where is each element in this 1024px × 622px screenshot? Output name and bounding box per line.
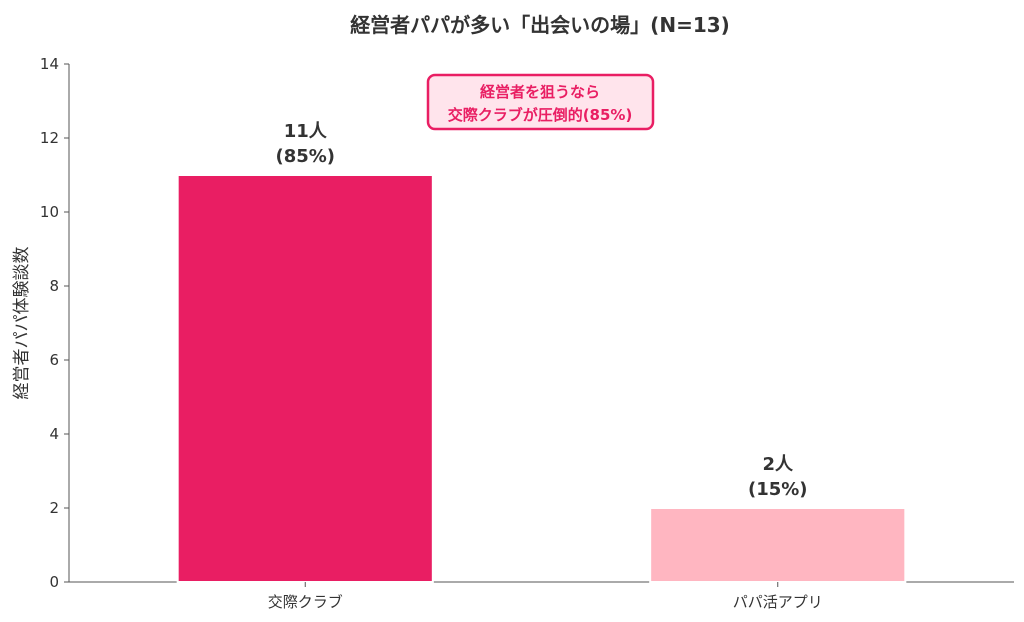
bar-percent-label: (15%) (748, 479, 808, 500)
y-tick-label: 14 (40, 55, 59, 73)
y-tick-label: 0 (49, 573, 59, 591)
data-labels: 11人 (85%) 2人 (15%) (275, 121, 807, 500)
annotation-line-2: 交際クラブが圧倒的(85%) (448, 106, 633, 124)
annotation-line-1: 経営者を狙うなら (480, 83, 600, 101)
x-ticks: 交際クラブ パパ活アプリ (268, 582, 823, 611)
y-axis-label: 経営者パパ体験談数 (12, 247, 32, 400)
y-tick-label: 4 (49, 425, 59, 443)
bar-2 (649, 507, 907, 583)
y-ticks: 0 2 4 6 8 10 12 14 (40, 55, 69, 591)
y-tick-label: 6 (49, 351, 59, 369)
chart-title: 経営者パパが多い「出会いの場」(N=13) (350, 13, 730, 37)
annotation-background (426, 73, 655, 131)
y-tick-label: 12 (40, 129, 59, 147)
bar-count-label: 2人 (762, 454, 794, 475)
bar-1 (176, 174, 434, 583)
bars (176, 174, 907, 583)
x-category-label: 交際クラブ (268, 593, 343, 611)
x-category-label: パパ活アプリ (733, 593, 823, 611)
bar-percent-label: (85%) (275, 146, 335, 167)
y-tick-label: 10 (40, 203, 59, 221)
annotation-box: 経営者を狙うなら 交際クラブが圧倒的(85%) (426, 73, 655, 131)
y-tick-label: 2 (49, 499, 59, 517)
y-tick-label: 8 (49, 277, 59, 295)
bar-count-label: 11人 (284, 121, 328, 142)
